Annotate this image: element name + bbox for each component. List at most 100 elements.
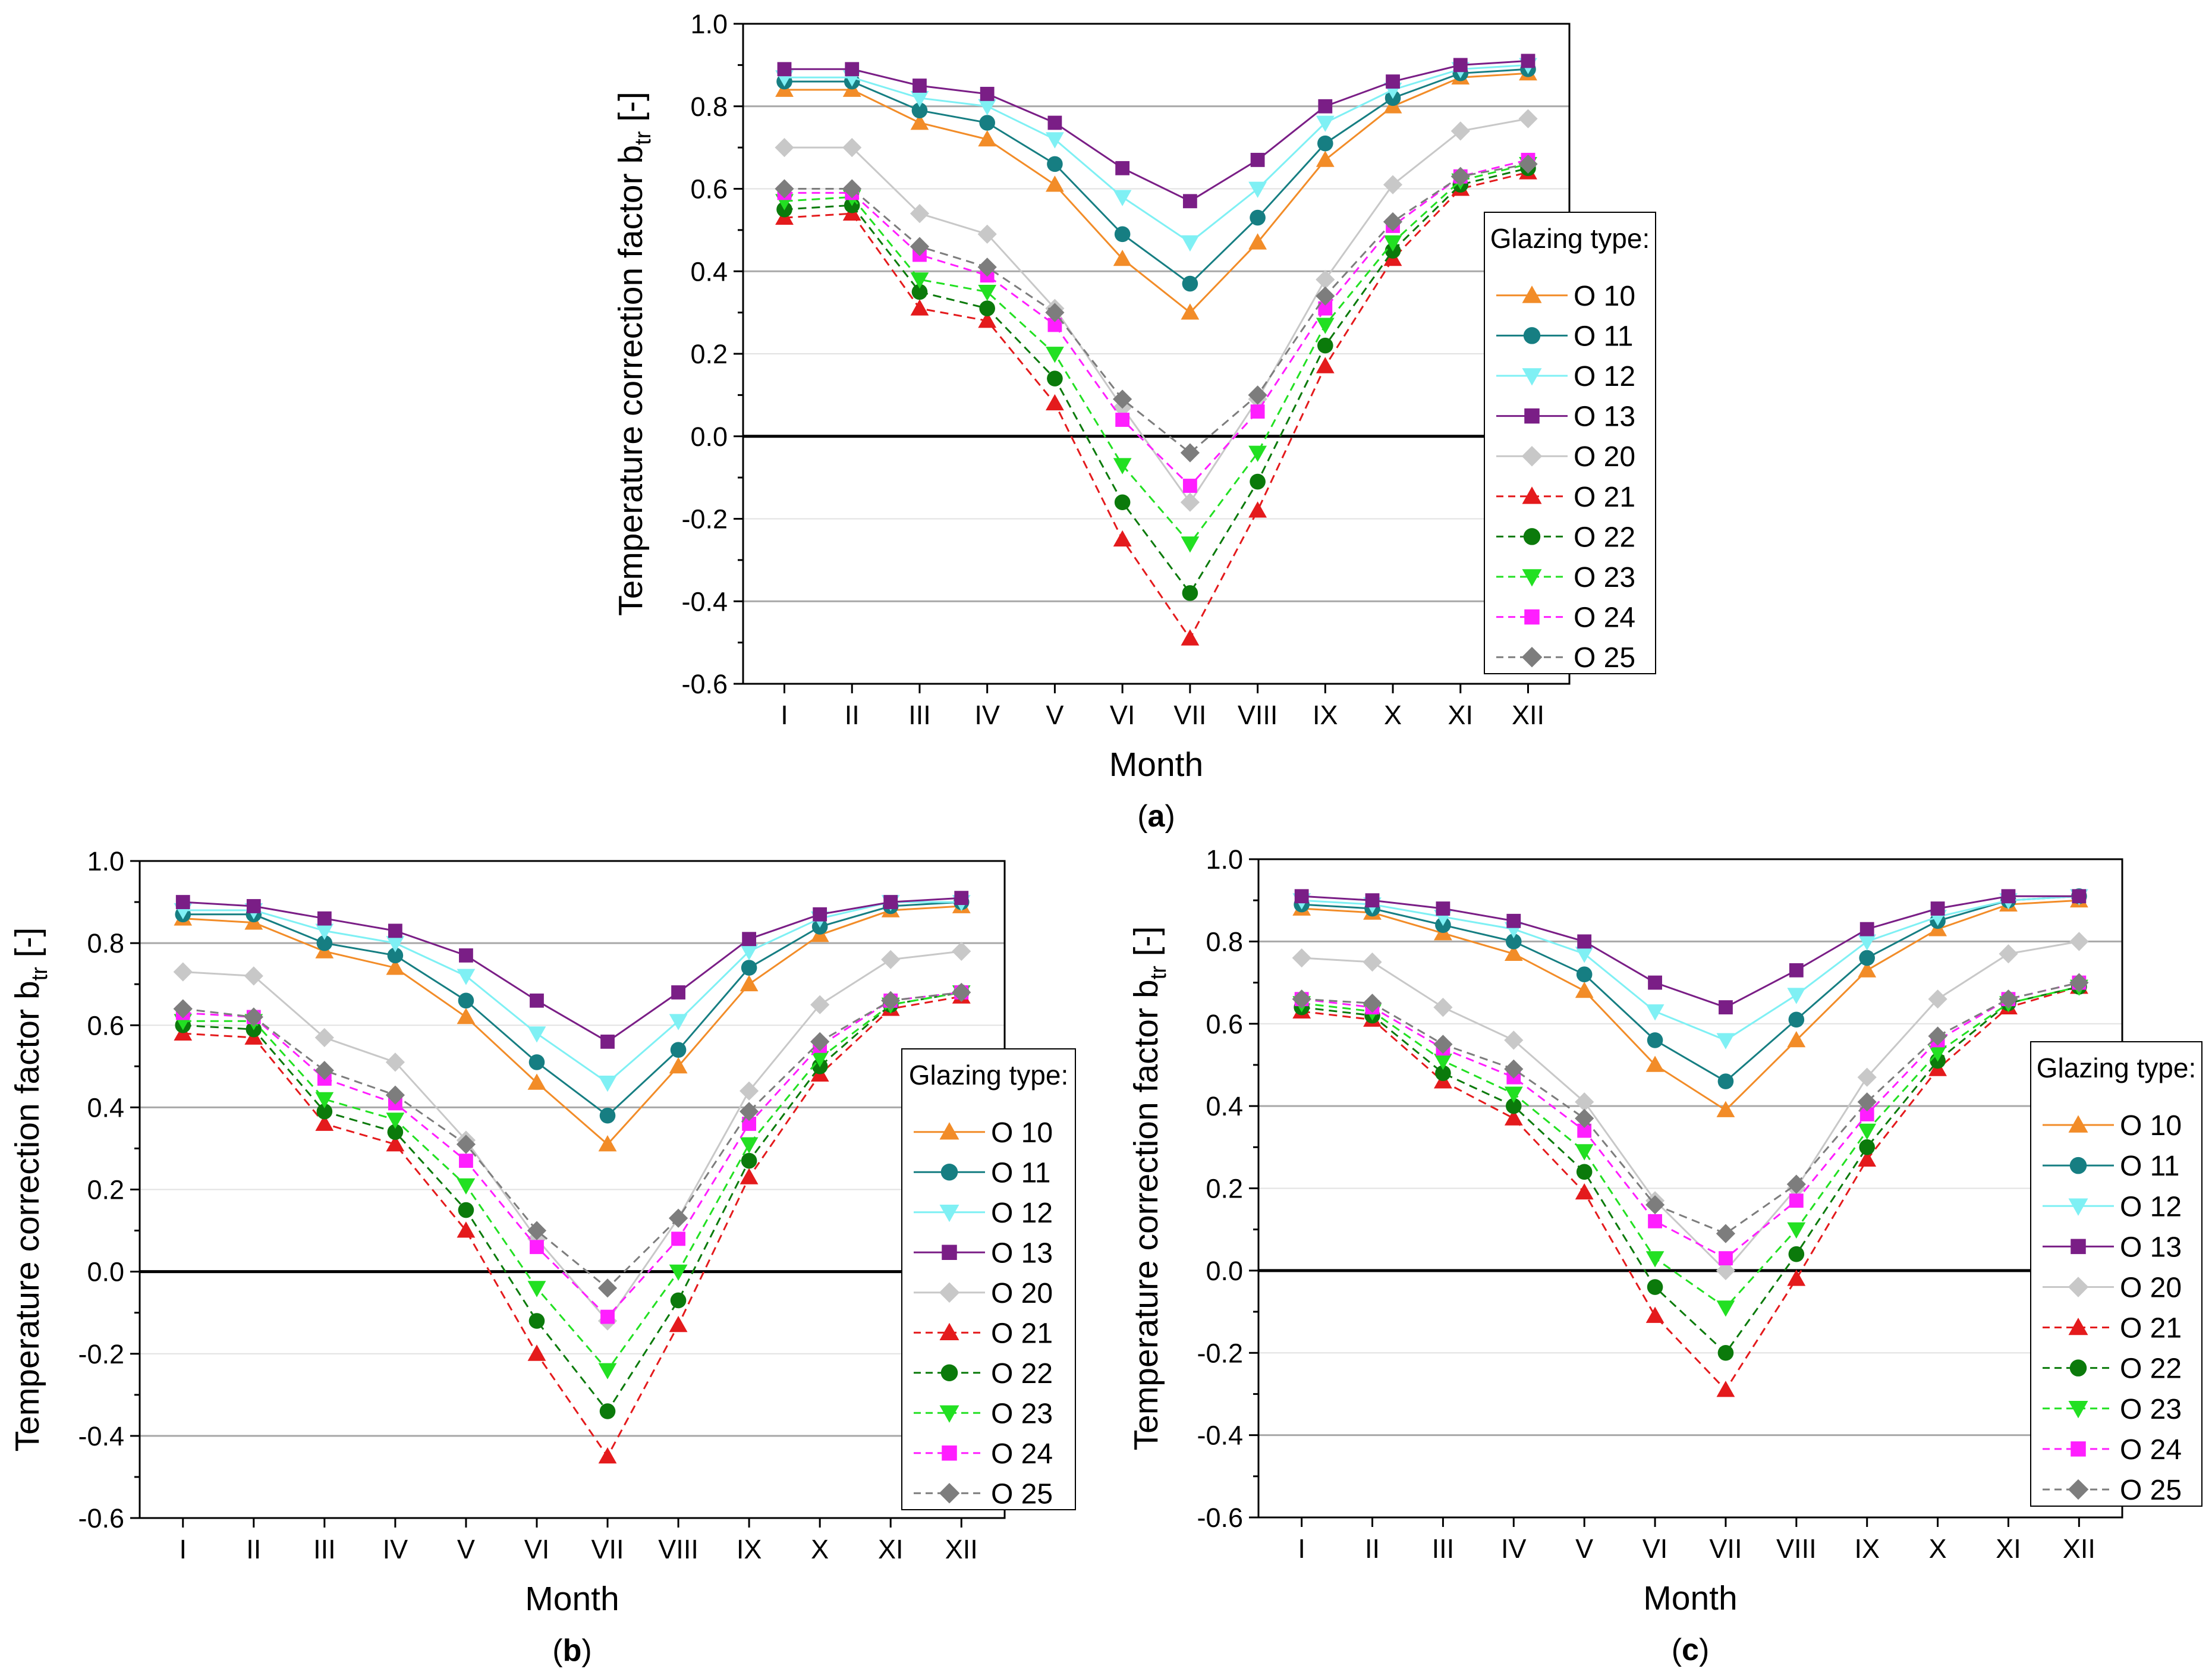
data-point — [527, 1344, 546, 1361]
series-o-21 — [1292, 978, 2088, 1397]
data-point — [671, 1231, 685, 1246]
series-o-11 — [175, 894, 970, 1124]
x-tick-label: V — [457, 1534, 475, 1564]
data-point — [1248, 501, 1267, 518]
series-line — [784, 171, 1528, 640]
data-point — [175, 895, 190, 909]
legend-item: O 21 — [1496, 482, 1635, 513]
legend: Glazing type: O 10 O 11 O 12 O 13 O 20 O 21 O 2… — [901, 1048, 1076, 1510]
data-point — [1575, 1092, 1594, 1112]
data-point — [979, 300, 995, 316]
data-point — [1716, 1224, 1735, 1243]
data-point — [1717, 1344, 1734, 1361]
x-tick-label: VII — [1173, 700, 1206, 730]
legend-marker — [1524, 408, 1540, 424]
data-point — [1717, 1073, 1734, 1089]
data-point — [910, 272, 929, 289]
data-point — [1113, 530, 1132, 547]
data-point — [246, 899, 261, 913]
data-point — [1047, 156, 1063, 172]
y-tick-label: 0.0 — [690, 422, 728, 452]
legend-marker — [942, 1245, 957, 1260]
data-point — [1433, 1035, 1453, 1054]
legend-item: O 21 — [2043, 1313, 2182, 1344]
x-tick-label: VI — [524, 1534, 550, 1564]
y-tick-label: 1.0 — [690, 9, 728, 39]
data-point — [1858, 1123, 1877, 1140]
legend-marker — [1523, 327, 1541, 344]
series-line — [183, 905, 962, 1146]
legend-item: O 23 — [2043, 1394, 2182, 1425]
legend-item: O 12 — [2043, 1191, 2182, 1223]
data-point — [385, 1085, 405, 1105]
data-point — [315, 1114, 334, 1131]
data-point — [1518, 154, 1538, 174]
series-o-25 — [1292, 973, 2089, 1243]
legend-item: O 12 — [914, 1198, 1053, 1229]
data-point — [952, 941, 971, 961]
x-tick-label: X — [1929, 1533, 1947, 1564]
data-point — [1436, 901, 1450, 916]
data-point — [388, 923, 402, 938]
data-point — [978, 312, 997, 328]
x-tick-label: I — [179, 1534, 187, 1564]
data-point — [1788, 1011, 1805, 1028]
data-point — [599, 1403, 616, 1419]
data-point — [317, 911, 332, 926]
legend-box — [2030, 1041, 2202, 1507]
series-line — [183, 991, 962, 1372]
data-point — [1928, 989, 1947, 1009]
data-point — [2069, 973, 2089, 992]
data-point — [671, 985, 685, 1000]
data-point — [1047, 115, 1062, 130]
series-line — [1301, 986, 2079, 1309]
data-point — [1576, 1164, 1593, 1180]
data-point — [977, 257, 997, 277]
legend-marker — [2069, 1157, 2087, 1174]
data-point — [598, 1363, 617, 1379]
data-point — [669, 1208, 688, 1228]
series-line — [1301, 986, 2079, 1355]
legend-item: O 22 — [1496, 521, 1635, 553]
x-tick-label: II — [246, 1534, 261, 1564]
data-point — [600, 1309, 615, 1324]
data-point — [881, 950, 901, 969]
y-tick-label: 0.0 — [1206, 1256, 1243, 1286]
y-tick-label: -0.6 — [681, 669, 728, 699]
data-point — [881, 991, 901, 1010]
data-point — [777, 62, 792, 77]
legend-label: O 22 — [1574, 521, 1635, 553]
data-point — [457, 969, 476, 985]
data-point — [599, 1107, 616, 1124]
legend-marker — [2068, 1115, 2088, 1133]
data-point — [1999, 944, 2018, 964]
legend-label: O 21 — [2120, 1313, 2182, 1344]
y-axis-title: Temperature correction factor btr [-] — [1127, 926, 1171, 1451]
data-point — [952, 982, 971, 1003]
data-point — [913, 78, 927, 93]
y-tick-label: -0.4 — [78, 1421, 124, 1451]
panel-caption: (b) — [552, 1633, 591, 1668]
legend-marker — [1523, 528, 1541, 545]
legend-label: O 21 — [1574, 482, 1635, 513]
data-point — [1316, 115, 1335, 132]
data-point — [1858, 934, 1877, 951]
data-point — [1115, 413, 1130, 427]
data-point — [1505, 1098, 1522, 1114]
data-point — [670, 1042, 687, 1058]
legend-label: O 25 — [991, 1478, 1053, 1510]
y-tick-label: 0.4 — [690, 256, 728, 287]
data-point — [1180, 492, 1200, 512]
data-point — [1787, 988, 1806, 1004]
data-point — [1318, 99, 1333, 114]
x-tick-label: VII — [591, 1534, 624, 1564]
data-point — [1182, 275, 1198, 292]
legend-title: Glazing type: — [2037, 1052, 2196, 1083]
data-point — [669, 1014, 688, 1030]
x-axis-title: Month — [525, 1580, 619, 1618]
data-point — [740, 975, 759, 992]
series-line — [784, 167, 1528, 595]
data-point — [2069, 932, 2089, 951]
y-axis: 1.0 0.8 0.6 0.4 0.2 0.0 -0.2 -0.4 -0.6 — [1197, 844, 1258, 1533]
x-tick-label: V — [1575, 1533, 1593, 1564]
